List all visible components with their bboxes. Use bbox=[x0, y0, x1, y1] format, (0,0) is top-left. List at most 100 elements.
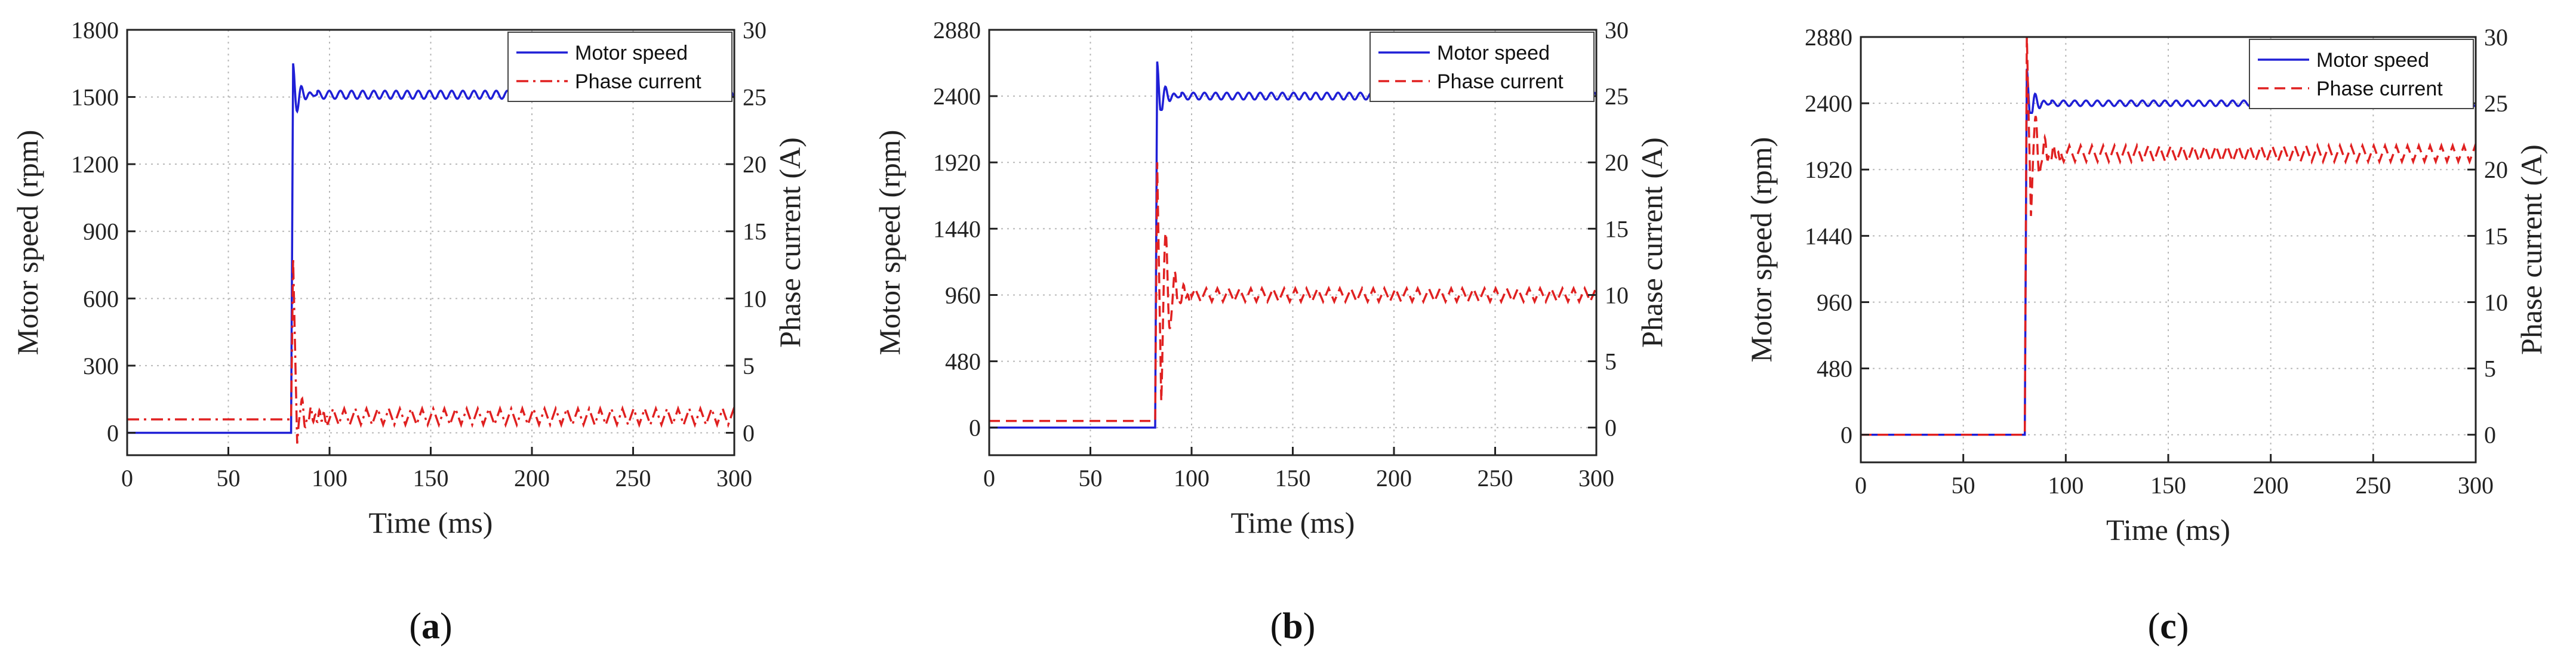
y-tick-label: 300 bbox=[83, 353, 119, 379]
panel-caption: (a) bbox=[409, 606, 452, 647]
y-tick-label: 1800 bbox=[71, 17, 119, 44]
y-tick-label: 1920 bbox=[1805, 156, 1852, 183]
legend-box bbox=[507, 32, 733, 102]
y2-tick-label: 25 bbox=[1605, 83, 1629, 110]
y-tick-label: 480 bbox=[1817, 356, 1852, 382]
x-tick-label: 0 bbox=[983, 465, 995, 492]
x-tick-label: 150 bbox=[2150, 472, 2186, 499]
chart-panel-a: 0 50 100 150 200 250 3000300600900120015001800… bbox=[11, 17, 807, 647]
x-tick-label: 50 bbox=[1079, 465, 1103, 492]
y-tick-label: 1920 bbox=[933, 149, 981, 176]
x-tick-label: 250 bbox=[615, 465, 651, 492]
panel-caption: (c) bbox=[2148, 606, 2189, 647]
motor-speed-line bbox=[1861, 69, 2476, 436]
y-tick-label: 600 bbox=[83, 285, 119, 312]
x-tick-label: 150 bbox=[1275, 465, 1311, 492]
x-axis-label: Time (ms) bbox=[1231, 506, 1355, 539]
y-tick-label: 1440 bbox=[933, 215, 981, 242]
y2-tick-label: 20 bbox=[1605, 149, 1629, 176]
x-tick-label: 200 bbox=[2253, 472, 2289, 499]
caption-letter: c bbox=[2160, 606, 2177, 647]
chart-panel-c: 0 50 100 150 200 250 3000480960144019202400288… bbox=[1744, 24, 2548, 647]
x-tick-label: 50 bbox=[217, 465, 241, 492]
y2-tick-label: 10 bbox=[2484, 289, 2508, 316]
caption-paren: ) bbox=[2177, 606, 2189, 647]
x-tick-label: 250 bbox=[1478, 465, 1513, 492]
y-tick-label: 2400 bbox=[1805, 90, 1852, 117]
y-axis-label: Motor speed (rpm) bbox=[1744, 137, 1778, 363]
y-axis-label: Motor speed (rpm) bbox=[873, 130, 906, 356]
y2-tick-label: 10 bbox=[743, 285, 767, 312]
y2-tick-label: 15 bbox=[743, 218, 767, 245]
y-tick-label: 0 bbox=[1841, 422, 1852, 449]
legend-label: Phase current bbox=[575, 70, 701, 93]
legend-label: Motor speed bbox=[1437, 42, 1550, 64]
y2-axis-label: Phase current (A) bbox=[773, 137, 807, 348]
y2-tick-label: 20 bbox=[2484, 156, 2508, 183]
caption-paren: ) bbox=[440, 606, 453, 647]
x-tick-label: 300 bbox=[716, 465, 752, 492]
y-tick-label: 2880 bbox=[1805, 24, 1852, 51]
legend-box bbox=[1369, 32, 1595, 102]
phase-current-line bbox=[1861, 37, 2476, 436]
y-tick-label: 1200 bbox=[71, 151, 119, 178]
x-tick-label: 100 bbox=[1174, 465, 1209, 492]
y-tick-label: 0 bbox=[107, 419, 119, 446]
caption-paren: ( bbox=[1270, 606, 1283, 647]
x-tick-label: 150 bbox=[413, 465, 449, 492]
caption-letter: b bbox=[1282, 606, 1303, 647]
y2-tick-label: 20 bbox=[743, 151, 767, 178]
y2-axis-label: Phase current (A) bbox=[2515, 144, 2548, 355]
legend: Motor speed Phase current bbox=[1369, 32, 1595, 102]
x-tick-label: 0 bbox=[121, 465, 133, 492]
legend-label: Motor speed bbox=[575, 42, 688, 64]
phase-current-line bbox=[127, 258, 734, 444]
legend-label: Motor speed bbox=[2316, 49, 2429, 72]
motor-speed-line bbox=[989, 61, 1596, 429]
y2-tick-label: 0 bbox=[2484, 422, 2496, 449]
x-axis-label: Time (ms) bbox=[369, 506, 493, 539]
y2-axis-label: Phase current (A) bbox=[1635, 137, 1669, 348]
x-tick-label: 250 bbox=[2355, 472, 2391, 499]
y2-tick-label: 30 bbox=[743, 17, 767, 44]
y2-tick-label: 30 bbox=[1605, 17, 1629, 44]
y-tick-label: 1440 bbox=[1805, 223, 1852, 249]
legend: Motor speed Phase current bbox=[2249, 39, 2474, 109]
legend-label: Phase current bbox=[2316, 78, 2443, 100]
y-tick-label: 960 bbox=[945, 282, 981, 308]
y2-tick-label: 15 bbox=[2484, 223, 2508, 249]
y2-tick-label: 0 bbox=[1605, 415, 1617, 441]
y2-tick-label: 25 bbox=[2484, 90, 2508, 117]
caption-paren: ( bbox=[409, 606, 421, 647]
y-tick-label: 900 bbox=[83, 218, 119, 245]
x-tick-label: 200 bbox=[514, 465, 550, 492]
y2-tick-label: 15 bbox=[1605, 215, 1629, 242]
y-tick-label: 480 bbox=[945, 348, 981, 375]
x-tick-label: 300 bbox=[2458, 472, 2494, 499]
y-axis-label: Motor speed (rpm) bbox=[11, 130, 44, 356]
legend-label: Phase current bbox=[1437, 70, 1564, 93]
caption-paren: ) bbox=[1303, 606, 1316, 647]
y-tick-label: 960 bbox=[1817, 289, 1852, 316]
caption-paren: ( bbox=[2148, 606, 2160, 647]
y2-tick-label: 25 bbox=[743, 84, 767, 111]
x-tick-label: 300 bbox=[1578, 465, 1614, 492]
x-tick-label: 0 bbox=[1855, 472, 1867, 499]
y2-tick-label: 30 bbox=[2484, 24, 2508, 51]
x-tick-label: 100 bbox=[2048, 472, 2083, 499]
panel-caption: (b) bbox=[1270, 606, 1316, 647]
legend-box bbox=[2249, 39, 2474, 109]
y2-tick-label: 5 bbox=[743, 353, 755, 379]
y2-tick-label: 0 bbox=[743, 419, 755, 446]
y-tick-label: 0 bbox=[969, 415, 981, 441]
y2-tick-label: 10 bbox=[1605, 282, 1629, 308]
x-tick-label: 200 bbox=[1376, 465, 1412, 492]
y-tick-label: 1500 bbox=[71, 84, 119, 111]
x-tick-label: 100 bbox=[312, 465, 347, 492]
caption-letter: a bbox=[421, 606, 440, 647]
y-tick-label: 2880 bbox=[933, 17, 981, 44]
chart-panel-b: 0 50 100 150 200 250 3000480960144019202400288… bbox=[873, 17, 1669, 647]
y2-tick-label: 5 bbox=[1605, 348, 1617, 375]
x-tick-label: 50 bbox=[1952, 472, 1975, 499]
